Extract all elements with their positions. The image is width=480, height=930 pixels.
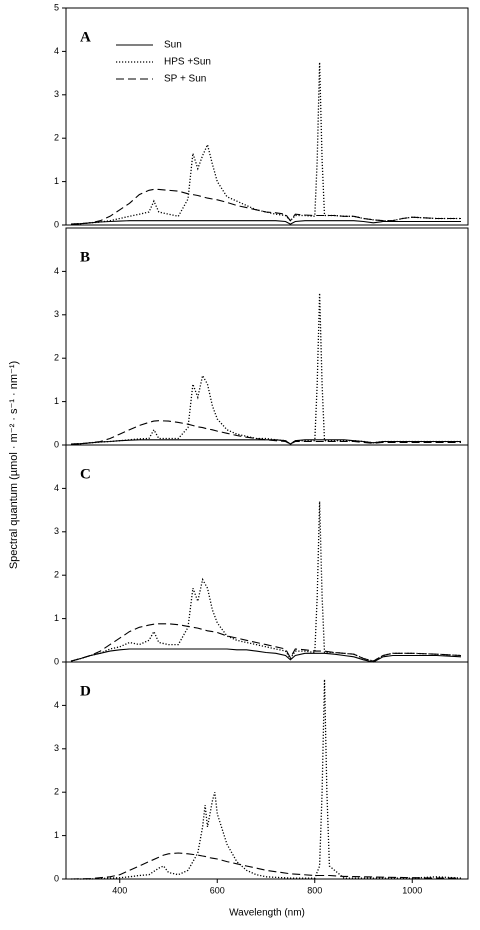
y-tick-label: 1 <box>54 176 59 186</box>
panel-label: C <box>80 466 91 482</box>
series-line <box>70 420 461 445</box>
panel-label: A <box>80 29 91 45</box>
series-line <box>70 188 461 225</box>
x-axis-label: Wavelength (nm) <box>229 908 305 919</box>
y-tick-label: 0 <box>54 439 59 449</box>
y-tick-label: 1 <box>54 396 59 406</box>
y-tick-label: 0 <box>54 873 59 883</box>
series-line <box>70 62 461 225</box>
series-line <box>70 648 462 663</box>
y-tick-label: 0 <box>54 219 59 229</box>
y-tick-label: 2 <box>54 353 59 363</box>
plot-frame <box>65 7 469 226</box>
y-tick-label: 2 <box>54 787 59 797</box>
y-tick-label: 3 <box>54 743 59 753</box>
panel-label: D <box>80 683 91 699</box>
x-tick-label: 1000 <box>402 885 422 895</box>
y-tick-label: 2 <box>54 570 59 580</box>
plot-frame <box>65 444 469 663</box>
series-line <box>70 293 461 445</box>
y-tick-label: 3 <box>54 526 59 536</box>
x-tick-label: 600 <box>210 885 225 895</box>
plot-frame <box>65 227 469 446</box>
y-tick-label: 1 <box>54 613 59 623</box>
y-tick-label: 4 <box>54 46 59 56</box>
panel-label: B <box>80 249 90 265</box>
y-axis-label: Spectral quantum (µmol · m⁻² · s⁻¹ · nm⁻… <box>8 361 20 569</box>
x-tick-label: 400 <box>112 885 127 895</box>
y-tick-label: 2 <box>54 133 59 143</box>
y-tick-label: 5 <box>54 2 59 12</box>
x-tick-label: 800 <box>307 885 322 895</box>
series-line <box>70 220 461 225</box>
legend-label: Sun <box>164 40 182 51</box>
legend-label: SP + Sun <box>164 74 206 85</box>
y-tick-label: 3 <box>54 309 59 319</box>
y-tick-label: 3 <box>54 89 59 99</box>
y-tick-label: 4 <box>54 700 59 710</box>
y-tick-label: 4 <box>54 266 59 276</box>
series-line <box>70 501 462 662</box>
y-tick-label: 1 <box>54 830 59 840</box>
legend-label: HPS +Sun <box>164 57 211 68</box>
series-line <box>70 852 461 880</box>
series-line <box>71 679 462 880</box>
y-tick-label: 0 <box>54 656 59 666</box>
plot-frame <box>65 661 469 880</box>
y-tick-label: 4 <box>54 483 59 493</box>
